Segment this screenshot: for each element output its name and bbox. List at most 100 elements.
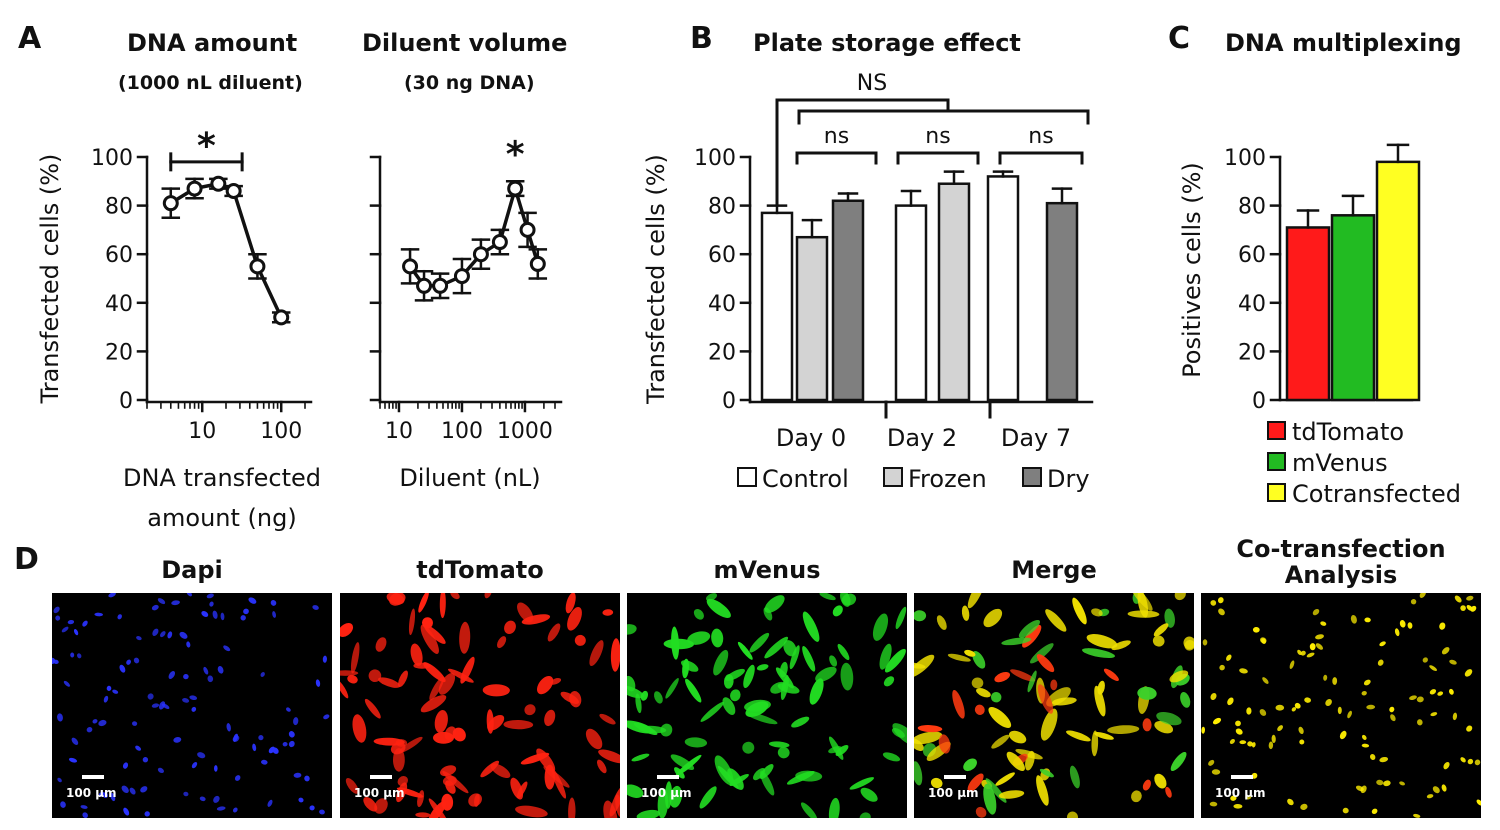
cell (67, 619, 75, 625)
cell (417, 790, 425, 808)
bar-mvenus (1330, 214, 1376, 402)
cell (1379, 756, 1389, 763)
y-tick-label: 40 (105, 292, 133, 317)
cell (186, 593, 192, 597)
cell (1127, 610, 1160, 618)
cell (152, 628, 159, 636)
cell (727, 768, 744, 790)
cell (664, 781, 673, 809)
cell (602, 609, 614, 616)
cell (1476, 799, 1481, 806)
cell (1464, 669, 1473, 677)
cell (1315, 634, 1324, 640)
cell (52, 657, 56, 664)
cell (685, 678, 702, 703)
cell (840, 593, 851, 607)
cell (110, 792, 116, 802)
cell (1001, 637, 1032, 646)
cell (1245, 795, 1252, 800)
cell (117, 614, 122, 620)
cell (1323, 674, 1328, 681)
cell (1366, 704, 1376, 710)
bar-control (760, 211, 794, 402)
cell (497, 636, 507, 649)
cell (1227, 697, 1234, 706)
cell (179, 631, 188, 639)
cell (1364, 617, 1371, 623)
y-tick-label: 0 (722, 389, 736, 414)
cell (1409, 695, 1417, 701)
cell (374, 798, 388, 814)
scale-bar (944, 775, 966, 779)
legend-swatch-dry (1022, 467, 1042, 487)
y-tick-label: 80 (105, 195, 133, 220)
cell (1361, 690, 1367, 696)
cell (627, 675, 636, 692)
cell (1202, 639, 1208, 646)
cell (261, 759, 268, 765)
cell (420, 695, 447, 713)
significance-star: * (506, 135, 525, 176)
cell (1320, 621, 1327, 626)
cell (1271, 734, 1276, 743)
cell (684, 737, 708, 748)
cell (1422, 657, 1428, 663)
cell (1379, 641, 1386, 647)
cell (872, 613, 889, 641)
cell (1210, 692, 1217, 701)
cell (98, 791, 105, 797)
cell (1239, 668, 1248, 674)
y-tick-label: 20 (1238, 340, 1266, 365)
cell (543, 766, 570, 788)
cell (963, 758, 977, 772)
cell (884, 648, 906, 673)
cell (309, 805, 315, 811)
cell (1361, 734, 1367, 740)
cell (60, 801, 66, 808)
cell (345, 778, 359, 794)
cell (515, 805, 548, 818)
panel-letter-c: C (1168, 21, 1191, 56)
cell (1289, 660, 1295, 669)
y-tick-label: 80 (1238, 195, 1266, 220)
cell (671, 626, 680, 660)
cell (1443, 761, 1450, 770)
cell (70, 652, 75, 658)
cell (248, 597, 257, 604)
y-tick-label: 0 (119, 389, 133, 414)
cell (1350, 614, 1357, 624)
cell (71, 737, 79, 745)
cell (1361, 743, 1370, 748)
panel-c-title: DNA multiplexing (1225, 29, 1462, 57)
cell (106, 685, 112, 691)
cell (1131, 790, 1142, 803)
bar-frozen (937, 182, 971, 402)
cell (1045, 609, 1067, 632)
cell (1337, 706, 1342, 715)
cell (777, 746, 790, 759)
scale-bar (370, 775, 392, 779)
cell (520, 752, 550, 765)
cell (1039, 768, 1054, 778)
cell (1184, 639, 1194, 651)
cell (272, 611, 276, 618)
cell (1006, 751, 1025, 772)
cell (1413, 813, 1421, 818)
cell (410, 643, 423, 666)
cell (1072, 597, 1087, 625)
cell (68, 757, 78, 763)
cell (135, 745, 142, 751)
cell (322, 655, 328, 663)
cell (1081, 648, 1116, 659)
y-tick-label: 0 (1252, 389, 1266, 414)
cell (598, 749, 620, 764)
cell (395, 739, 408, 747)
cell (753, 768, 766, 781)
cell (589, 640, 604, 667)
data-point (186, 180, 203, 197)
cell (429, 676, 445, 701)
cell (203, 666, 209, 675)
cell (1419, 593, 1426, 598)
micro-title-merge: Merge (1011, 556, 1097, 584)
cell (756, 664, 769, 671)
